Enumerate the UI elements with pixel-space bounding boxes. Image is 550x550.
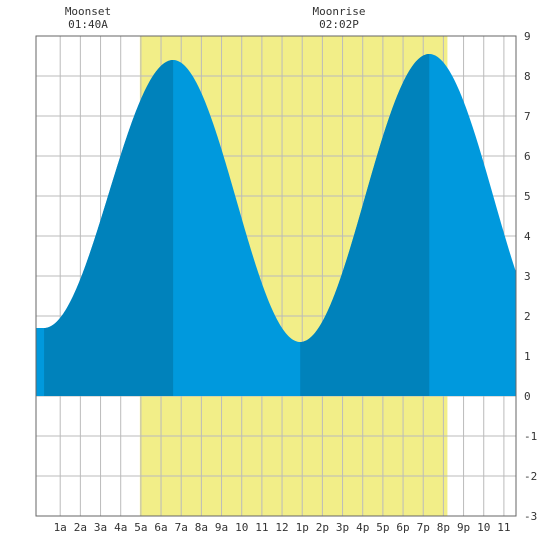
x-tick-label: 5p (376, 521, 389, 534)
x-tick-label: 10 (235, 521, 248, 534)
x-tick-label: 2p (316, 521, 329, 534)
tide-dark-band-1 (44, 60, 174, 396)
x-tick-label: 8p (437, 521, 450, 534)
x-tick-label: 7p (417, 521, 430, 534)
x-tick-label: 2a (74, 521, 87, 534)
x-tick-label: 3p (336, 521, 349, 534)
y-tick-labels: 9 8 7 6 5 4 3 2 1 0 -1 -2 -3 (524, 30, 537, 523)
x-tick-label: 1a (54, 521, 67, 534)
x-tick-label: 8a (195, 521, 208, 534)
y-tick-label: 0 (524, 390, 531, 403)
x-tick-label: 12 (275, 521, 288, 534)
y-tick-label: 6 (524, 150, 531, 163)
x-tick-label: 3a (94, 521, 107, 534)
y-tick-label: 1 (524, 350, 531, 363)
plot-border (35, 35, 517, 517)
y-tick-label: -2 (524, 470, 537, 483)
x-tick-label: 4p (356, 521, 369, 534)
y-tick-label: 2 (524, 310, 531, 323)
y-tick-label: 5 (524, 190, 531, 203)
moonrise-title: Moonrise (312, 5, 366, 18)
x-tick-label: 5a (134, 521, 147, 534)
y-tick-label: 7 (524, 110, 531, 123)
x-tick-labels: 1a 2a 3a 4a 5a 6a 7a 8a 9a 10 11 12 1p 2p 3p 4p 5p 6p 7p 8p… (54, 521, 511, 534)
x-tick-label: 11 (255, 521, 268, 534)
x-tick-label: 10 (477, 521, 490, 534)
y-tick-label: -3 (524, 510, 537, 523)
y-tick-label: 4 (524, 230, 531, 243)
x-tick-label: 9a (215, 521, 228, 534)
moonset-label: Moonset 01:40A (58, 5, 118, 31)
x-tick-label: 4a (114, 521, 127, 534)
x-tick-label: 9p (457, 521, 470, 534)
y-tick-label: 9 (524, 30, 531, 43)
moonrise-time: 02:02P (319, 18, 359, 31)
x-tick-label: 1p (296, 521, 309, 534)
moonset-title: Moonset (64, 5, 112, 18)
x-tick-label: 11 (497, 521, 510, 534)
y-tick-label: 8 (524, 70, 531, 83)
x-tick-label: 6p (396, 521, 409, 534)
tide-dark-band-2 (300, 54, 430, 396)
x-tick-label: 7a (175, 521, 188, 534)
x-tick-label: 6a (154, 521, 167, 534)
y-tick-label: -1 (524, 430, 537, 443)
moonrise-label: Moonrise 02:02P (304, 5, 374, 31)
moonset-time: 01:40A (68, 18, 108, 31)
y-tick-label: 3 (524, 270, 531, 283)
